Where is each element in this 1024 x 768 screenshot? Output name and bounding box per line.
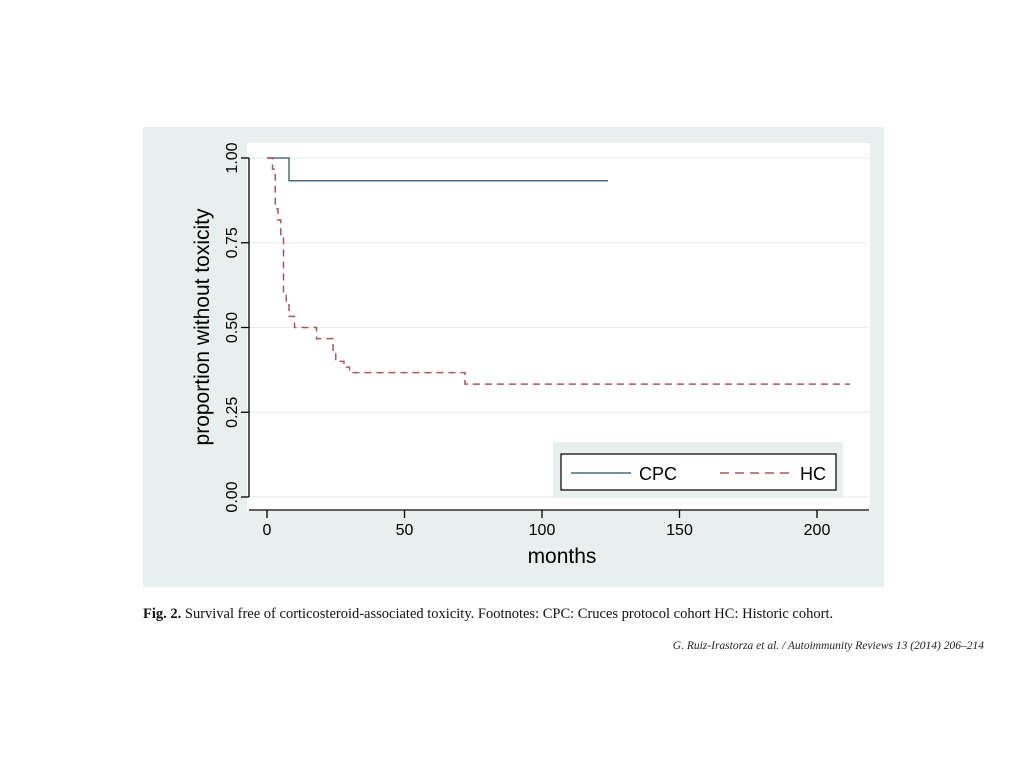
y-tick-label-1: 0.25 xyxy=(224,397,241,428)
y-tick-label-4: 1.00 xyxy=(224,142,241,173)
legend-label-cpc: CPC xyxy=(639,464,677,484)
y-axis-label: proportion without toxicity xyxy=(191,208,214,445)
legend-label-hc: HC xyxy=(800,464,826,484)
x-tick-label-0: 0 xyxy=(263,522,272,539)
legend: CPC HC xyxy=(553,442,843,498)
x-axis: 0 50 100 150 200 xyxy=(249,509,869,539)
x-tick-label-4: 200 xyxy=(804,522,831,539)
y-tick-label-3: 0.75 xyxy=(224,227,241,258)
citation: G. Ruiz-Irastorza et al. / Autoimmunity … xyxy=(672,640,984,652)
chart-panel: 0.00 0.25 0.50 0.75 1.00 0 50 100 150 200 propor… xyxy=(143,127,884,587)
figure-caption: Fig. 2. Survival free of corticosteroid-… xyxy=(143,606,903,623)
caption-text: Survival free of corticosteroid-associat… xyxy=(181,606,834,622)
series-line-hc xyxy=(267,157,850,385)
x-tick-label-2: 100 xyxy=(529,522,556,539)
y-axis: 0.00 0.25 0.50 0.75 1.00 xyxy=(224,142,250,513)
x-tick-label-1: 50 xyxy=(396,522,414,539)
series-line-cpc xyxy=(267,157,608,182)
legend-box xyxy=(560,453,837,491)
y-tick-label-2: 0.50 xyxy=(224,312,241,343)
figure-label: Fig. 2. xyxy=(143,606,182,622)
x-axis-label: months xyxy=(528,545,597,568)
series-layer xyxy=(267,157,850,385)
y-tick-label-0: 0.00 xyxy=(224,481,241,512)
x-tick-label-3: 150 xyxy=(666,522,693,539)
survival-chart: 0.00 0.25 0.50 0.75 1.00 0 50 100 150 200 propor… xyxy=(191,142,870,568)
